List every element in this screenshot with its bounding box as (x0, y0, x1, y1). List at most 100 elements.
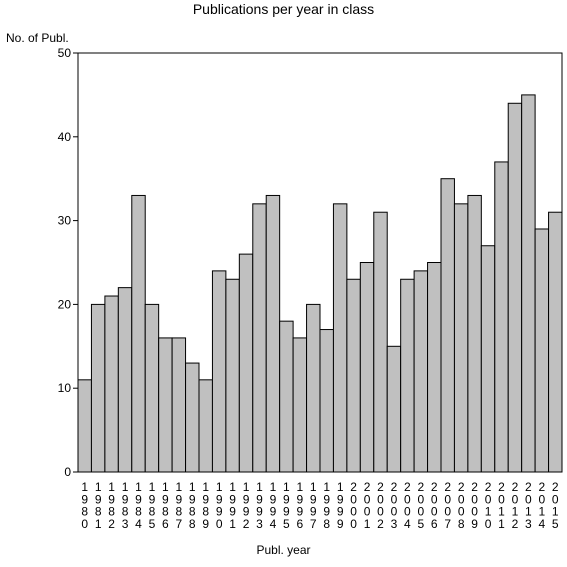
x-tick-label: 8 (189, 505, 196, 519)
x-tick-label: 0 (485, 517, 492, 531)
x-tick-label: 9 (229, 492, 236, 506)
x-tick-label: 0 (444, 505, 451, 519)
x-tick-label: 4 (538, 517, 545, 531)
x-tick-label: 2 (350, 480, 357, 494)
x-tick-label: 1 (216, 480, 223, 494)
x-tick-label: 9 (81, 492, 88, 506)
x-tick-label: 2 (538, 480, 545, 494)
x-tick-label: 2 (377, 480, 384, 494)
bar (104, 295, 119, 473)
bar (131, 194, 146, 473)
x-tick-label: 9 (337, 505, 344, 519)
x-tick-label: 0 (404, 505, 411, 519)
x-tick-label: 2 (485, 480, 492, 494)
x-tick-label: 1 (498, 517, 505, 531)
x-tick-label: 9 (471, 517, 478, 531)
x-tick-label: 1 (538, 505, 545, 519)
x-tick-label: 1 (552, 505, 559, 519)
x-tick-label: 1 (95, 517, 102, 531)
x-tick-label: 8 (81, 505, 88, 519)
x-tick-label: 0 (364, 505, 371, 519)
x-tick-label: 8 (189, 517, 196, 531)
x-tick-label: 2 (525, 480, 532, 494)
x-tick-label: 0 (471, 492, 478, 506)
x-tick-label: 9 (243, 492, 250, 506)
x-tick-label: 1 (175, 480, 182, 494)
x-tick-label: 0 (81, 517, 88, 531)
x-tick-label: 1 (202, 480, 209, 494)
x-tick-label: 1 (323, 480, 330, 494)
x-tick-label: 2 (364, 480, 371, 494)
y-tick-label: 30 (58, 214, 72, 228)
y-tick-label: 50 (58, 46, 72, 60)
bar (480, 245, 496, 473)
bar (144, 303, 160, 473)
x-tick-label: 0 (350, 517, 357, 531)
x-tick-label: 2 (471, 480, 478, 494)
x-tick-label: 0 (377, 505, 384, 519)
x-tick-label: 4 (135, 517, 142, 531)
x-tick-label: 9 (256, 492, 263, 506)
x-tick-label: 4 (270, 517, 277, 531)
plot-frame (77, 52, 563, 473)
x-tick-label: 1 (364, 517, 371, 531)
bar (413, 270, 429, 473)
x-tick-label: 8 (162, 505, 169, 519)
x-tick-label: 2 (404, 480, 411, 494)
bar (171, 337, 187, 473)
x-tick-label: 3 (525, 517, 532, 531)
x-tick-label: 8 (202, 505, 209, 519)
bar (90, 303, 106, 473)
bar (386, 345, 402, 473)
x-tick-label: 6 (296, 517, 303, 531)
x-tick-label: 1 (81, 480, 88, 494)
x-tick-label: 0 (471, 505, 478, 519)
bar (548, 211, 563, 473)
x-tick-label: 0 (525, 492, 532, 506)
x-tick-label: 9 (135, 492, 142, 506)
x-tick-label: 1 (256, 480, 263, 494)
x-tick-label: 0 (458, 492, 465, 506)
x-tick-label: 1 (283, 480, 290, 494)
bar (467, 194, 482, 473)
x-tick-label: 9 (149, 492, 156, 506)
bar (534, 228, 550, 473)
y-tick-label: 0 (64, 465, 71, 479)
x-tick-label: 1 (498, 505, 505, 519)
x-tick-label: 9 (175, 492, 182, 506)
x-tick-label: 0 (216, 517, 223, 531)
x-tick-label: 0 (404, 492, 411, 506)
x-tick-label: 0 (364, 492, 371, 506)
x-tick-label: 1 (337, 480, 344, 494)
bar (400, 278, 415, 473)
x-tick-label: 2 (552, 480, 559, 494)
bar (158, 337, 173, 473)
x-tick-label: 9 (256, 505, 263, 519)
bar (211, 270, 227, 473)
bar (306, 303, 321, 473)
bar (521, 94, 536, 473)
x-tick-label: 0 (444, 492, 451, 506)
bar (225, 278, 240, 473)
x-tick-label: 9 (162, 492, 169, 506)
bar (494, 161, 509, 473)
x-axis-label: Publ. year (256, 543, 311, 557)
bar (507, 102, 523, 473)
x-tick-label: 1 (162, 480, 169, 494)
x-tick-label: 5 (149, 517, 156, 531)
x-tick-label: 1 (296, 480, 303, 494)
x-tick-label: 5 (552, 517, 559, 531)
x-tick-label: 1 (95, 480, 102, 494)
x-tick-label: 9 (216, 505, 223, 519)
x-tick-label: 0 (350, 492, 357, 506)
x-tick-label: 6 (431, 517, 438, 531)
bar (252, 203, 267, 473)
x-tick-label: 2 (391, 480, 398, 494)
y-tick-label: 40 (58, 130, 72, 144)
x-tick-label: 8 (458, 517, 465, 531)
x-tick-label: 9 (323, 492, 330, 506)
x-tick-label: 5 (283, 517, 290, 531)
bar (359, 262, 375, 473)
x-tick-label: 9 (122, 492, 129, 506)
chart-title: Publications per year in class (192, 1, 375, 17)
